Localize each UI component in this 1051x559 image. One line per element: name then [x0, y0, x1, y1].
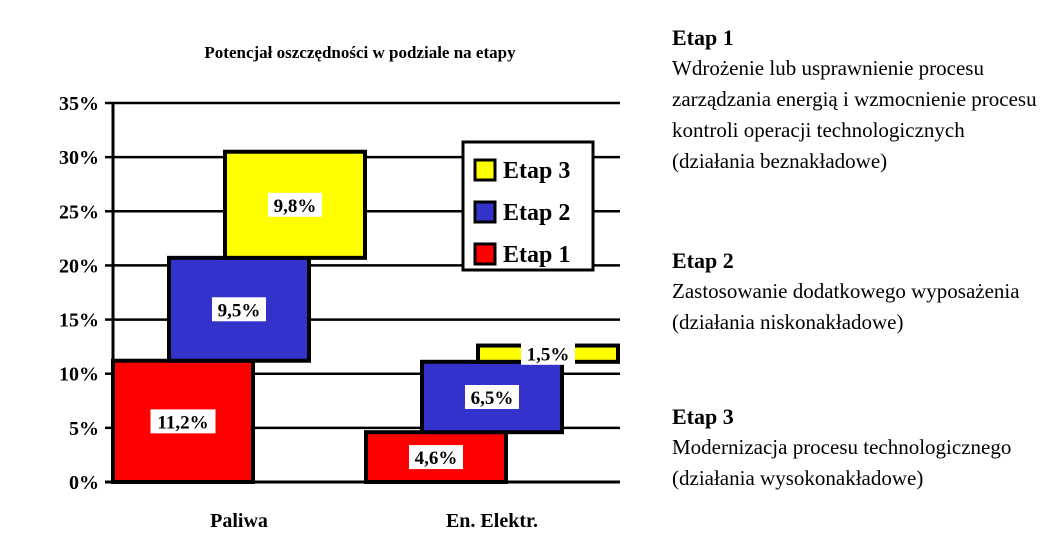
legend-swatch — [473, 158, 497, 182]
y-tick-label: 5% — [69, 418, 99, 440]
data-label-box — [521, 342, 575, 365]
description-etap-2: Etap 2 Zastosowanie dodatkowego wyposaże… — [672, 245, 1042, 338]
legend-swatch — [473, 200, 497, 224]
legend-label: Etap 2 — [503, 200, 570, 226]
y-tick-label: 0% — [69, 472, 99, 494]
y-tick-label: 15% — [59, 310, 99, 332]
y-tick-label: 10% — [59, 364, 99, 386]
data-label-box — [212, 297, 266, 322]
data-label: 1,5% — [527, 345, 570, 366]
data-label: 4,6% — [415, 448, 458, 469]
description-etap-1: Etap 1 Wdrożenie lub usprawnienie proces… — [672, 22, 1042, 177]
y-tick-label: 25% — [59, 201, 99, 223]
y-tick-label: 30% — [59, 147, 99, 169]
data-label-box — [465, 384, 519, 409]
data-label: 9,8% — [274, 196, 317, 217]
description-heading: Etap 3 — [672, 404, 734, 429]
legend-swatch — [473, 242, 497, 266]
description-body: Modernizacja procesu technologicznego (d… — [672, 435, 1012, 490]
legend-label: Etap 1 — [503, 242, 570, 268]
chart-title: Potencjał oszczędności w podziale na eta… — [204, 43, 516, 62]
data-label: 6,5% — [471, 388, 514, 409]
description-etap-3: Etap 3 Modernizacja procesu technologicz… — [672, 401, 1042, 494]
data-label-box — [409, 445, 463, 470]
description-heading: Etap 2 — [672, 248, 734, 273]
data-label-box — [150, 409, 216, 434]
y-tick-label: 35% — [59, 93, 99, 115]
data-label-box — [268, 192, 322, 217]
bar-chart: 0% 5% 10% 15% 20% 25% 30% 35% 11,2% 9,5% 9,8% Paliw… — [59, 93, 620, 532]
data-label: 11,2% — [157, 412, 208, 433]
data-label: 9,5% — [218, 300, 261, 321]
y-tick-label: 20% — [59, 255, 99, 277]
x-tick-label: Paliwa — [210, 510, 268, 532]
description-body: Wdrożenie lub usprawnienie procesu zarzą… — [672, 56, 1037, 173]
x-tick-label: En. Elektr. — [446, 510, 538, 532]
legend-label: Etap 3 — [503, 158, 570, 184]
description-body: Zastosowanie dodatkowego wyposażenia (dz… — [672, 279, 1020, 334]
description-heading: Etap 1 — [672, 25, 734, 50]
